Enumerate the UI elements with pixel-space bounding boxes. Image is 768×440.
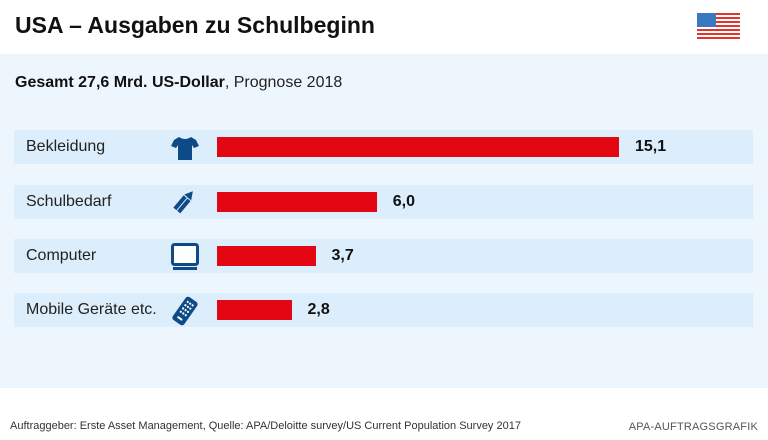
chart-subtitle: Gesamt 27,6 Mrd. US-Dollar, Prognose 201… [15,74,342,92]
pencil-icon [173,191,193,214]
chart-panel [0,54,768,388]
subtitle-forecast: , Prognose 2018 [224,74,343,91]
bar-row: Bekleidung 15,1 [14,130,753,164]
bar [217,137,619,157]
category-label: Bekleidung [26,138,106,155]
t-shirt-icon [171,137,199,160]
subtitle-total: Gesamt 27,6 Mrd. US-Dollar [15,74,225,91]
category-label: Computer [26,247,97,264]
source-note: Auftraggeber: Erste Asset Management, Qu… [10,420,521,432]
category-label: Schulbedarf [26,193,112,210]
bar-row: Schulbedarf 6,0 [14,185,753,219]
chart-title: USA – Ausgaben zu Schulbeginn [15,12,375,38]
value-label: 3,7 [331,247,354,264]
category-label: Mobile Geräte etc. [26,301,157,318]
value-label: 6,0 [392,193,415,210]
bar [217,246,316,266]
bar-row: Computer 3,7 [14,239,753,273]
us-flag-icon [697,13,740,39]
value-label: 15,1 [635,138,667,155]
bar-row: Mobile Geräte etc. 2,8 [14,293,753,327]
bar [217,192,377,212]
monitor-icon [171,243,199,270]
value-label: 2,8 [307,301,330,318]
credit-label: APA-AUFTRAGSGRAFIK [628,421,758,433]
mobile-phone-icon [172,296,198,326]
bar [217,300,292,320]
